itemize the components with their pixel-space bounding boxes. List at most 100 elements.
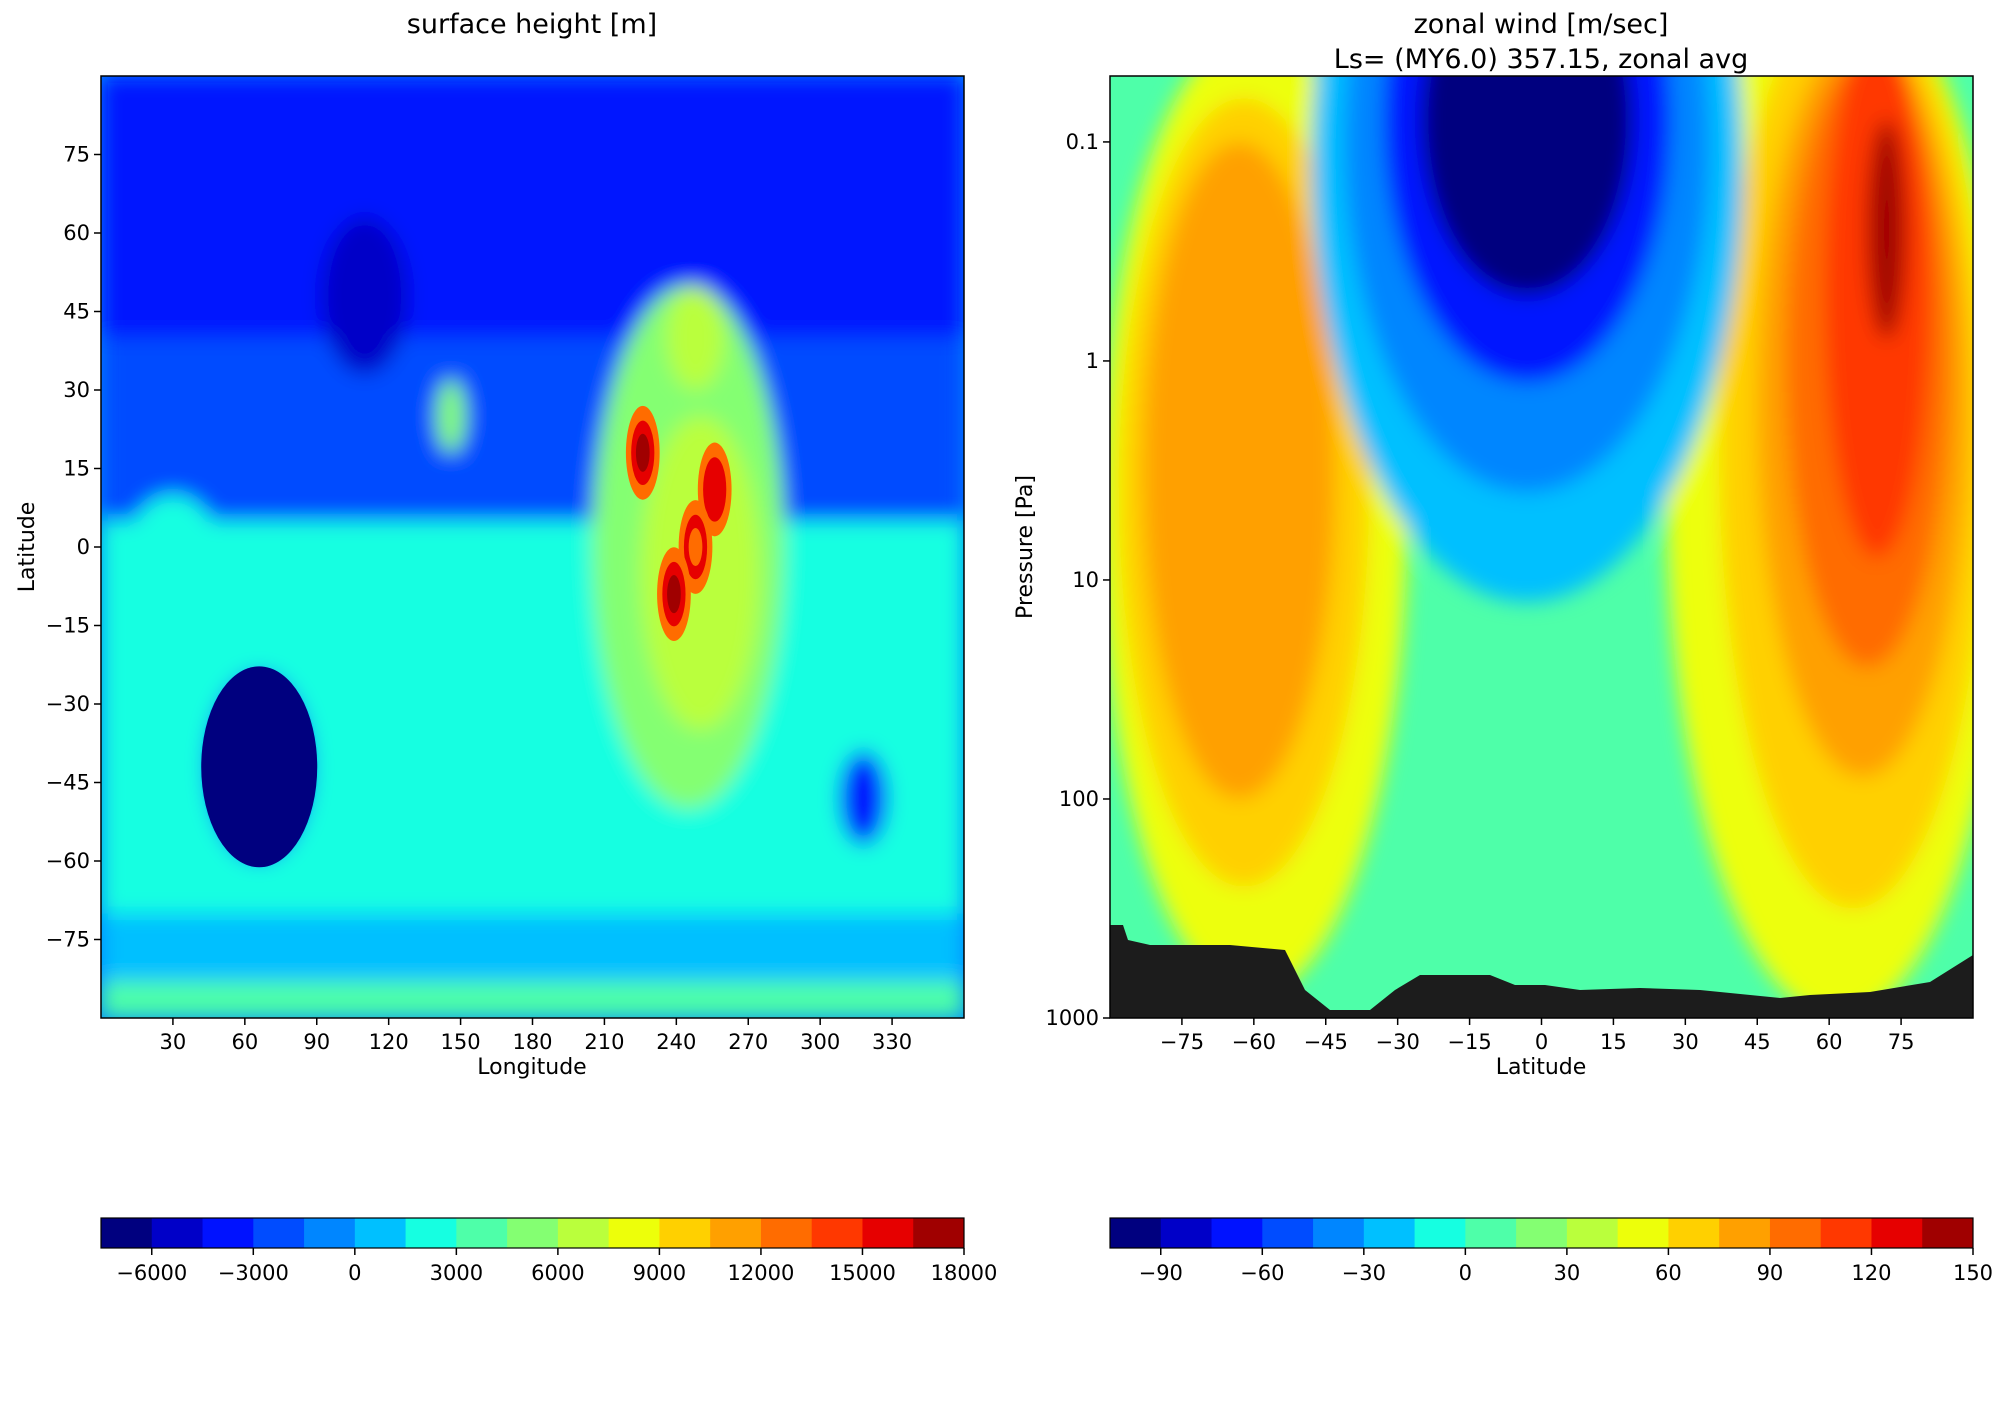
- colorbar-swatch: [659, 1218, 711, 1248]
- y-tick-label: 60: [63, 221, 90, 245]
- surface-height-colorbar-frame: [100, 1217, 965, 1249]
- volcano-marker: [707, 470, 722, 509]
- y-tick-label: −60: [46, 849, 90, 873]
- volcano-marker: [688, 527, 703, 567]
- x-tick-label: 30: [160, 1030, 187, 1054]
- zonal-wind-subtitle: Ls= (MY6.0) 357.15, zonal avg: [1334, 44, 1748, 75]
- y-tick-label: −15: [46, 614, 90, 638]
- colorbar-swatch: [1160, 1218, 1213, 1248]
- y-tick-label: 75: [63, 143, 90, 167]
- wind-contour: [1867, 120, 1906, 340]
- colorbar-swatch: [1262, 1218, 1314, 1248]
- zonal-wind-colorbar: −90 −60 −30 0 30 60 90 120 150: [1109, 1217, 1993, 1285]
- wind-contour: [1177, 196, 1302, 723]
- height-region: [321, 217, 408, 375]
- x-tick-label: 60: [1816, 1030, 1843, 1054]
- colorbar-swatch: [1769, 1218, 1822, 1248]
- zonal-wind-panel: zonal wind [m/sec] Ls= (MY6.0) 357.15, z…: [1013, 9, 1974, 1080]
- colorbar-swatch: [1617, 1218, 1669, 1248]
- colorbar-swatch: [405, 1218, 457, 1248]
- y-tick-label: 1: [1086, 349, 1099, 373]
- colorbar-swatch: [913, 1218, 965, 1248]
- surface-height-field: [101, 76, 964, 1018]
- colorbar-swatch: [1871, 1218, 1923, 1248]
- wind-contour: [1421, 76, 1633, 296]
- colorbar-tick-label: 60: [1655, 1261, 1682, 1285]
- zonal-wind-xlabel: Latitude: [1496, 1055, 1587, 1080]
- y-tick-label: 45: [63, 300, 90, 324]
- x-tick-label: 90: [303, 1030, 330, 1054]
- colorbar-swatch: [202, 1218, 254, 1248]
- zonal-wind-colorbar-frame: [1109, 1217, 1974, 1249]
- colorbar-swatch: [1922, 1218, 1974, 1248]
- colorbar-tick-label: 18000: [931, 1261, 998, 1285]
- y-tick-label: −30: [46, 692, 90, 716]
- colorbar-swatch: [1516, 1218, 1568, 1248]
- surface-height-colorbar: −6000 −3000 0 3000 6000 9000 12000 15000 18000: [100, 1217, 997, 1285]
- x-tick-label: 150: [441, 1030, 481, 1054]
- surface-height-colorbar-ticks: −6000 −3000 0 3000 6000 9000 12000 15000 18000: [116, 1248, 997, 1285]
- zonal-wind-field: [1110, 76, 1973, 1018]
- x-tick-label: 60: [231, 1030, 258, 1054]
- colorbar-swatch: [456, 1218, 508, 1248]
- colorbar-swatch: [101, 1218, 153, 1248]
- colorbar-swatch: [710, 1218, 762, 1248]
- colorbar-swatch: [1668, 1218, 1720, 1248]
- colorbar-swatch: [1414, 1218, 1466, 1248]
- height-region: [839, 751, 888, 846]
- colorbar-swatch: [253, 1218, 305, 1248]
- x-tick-label: 15: [1600, 1030, 1627, 1054]
- height-region: [316, 520, 605, 888]
- zonal-wind-title: zonal wind [m/sec]: [1414, 9, 1669, 40]
- colorbar-tick-label: −90: [1139, 1261, 1183, 1285]
- colorbar-swatch: [608, 1218, 660, 1248]
- colorbar-tick-label: −30: [1342, 1261, 1386, 1285]
- colorbar-swatch: [760, 1218, 813, 1248]
- surface-height-x-ticks: 30 60 90 120 150 180 210 240 270 300 330: [160, 1018, 912, 1054]
- y-tick-label: 15: [63, 457, 90, 481]
- volcano-marker: [635, 433, 650, 472]
- colorbar-swatch: [862, 1218, 914, 1248]
- x-tick-label: −15: [1447, 1030, 1491, 1054]
- colorbar-swatch: [811, 1218, 863, 1248]
- x-tick-label: 270: [728, 1030, 768, 1054]
- colorbar-swatch: [1211, 1218, 1263, 1248]
- x-tick-label: 180: [512, 1030, 552, 1054]
- colorbar-tick-label: 0: [1459, 1261, 1472, 1285]
- zonal-wind-y-ticks: 0.1 1 10 100 1000: [1046, 130, 1110, 1030]
- colorbar-tick-label: 90: [1757, 1261, 1784, 1285]
- surface-height-peaks: [201, 405, 732, 868]
- x-tick-label: 120: [369, 1030, 409, 1054]
- x-tick-label: −45: [1304, 1030, 1348, 1054]
- surface-height-xlabel: Longitude: [477, 1055, 586, 1080]
- x-tick-label: 210: [584, 1030, 624, 1054]
- x-tick-label: 45: [1744, 1030, 1771, 1054]
- surface-height-y-ticks: 75 60 45 30 15 0 −15 −30 −45 −60 −75: [46, 143, 101, 952]
- surface-height-contours: [101, 76, 964, 1018]
- surface-height-panel: surface height [m] 30 60 90 120 150 180 210 240…: [15, 9, 965, 1080]
- colorbar-swatch: [1313, 1218, 1365, 1248]
- surface-height-ylabel: Latitude: [15, 502, 40, 593]
- colorbar-swatch: [1110, 1218, 1162, 1248]
- zonal-wind-x-ticks: −75 −60 −45 −30 −15 0 15 30 45 60 75: [1160, 1018, 1915, 1054]
- colorbar-tick-label: 12000: [728, 1261, 795, 1285]
- y-tick-label: 0.1: [1066, 130, 1099, 154]
- topography-mask: [1110, 925, 1973, 1018]
- colorbar-tick-label: 6000: [531, 1261, 584, 1285]
- height-region: [666, 285, 725, 390]
- colorbar-tick-label: −3000: [218, 1261, 289, 1285]
- x-tick-label: 75: [1888, 1030, 1915, 1054]
- x-tick-label: −60: [1232, 1030, 1276, 1054]
- colorbar-swatch: [354, 1218, 407, 1248]
- x-tick-label: 0: [1535, 1030, 1548, 1054]
- y-tick-label: 100: [1059, 787, 1099, 811]
- colorbar-tick-label: −60: [1240, 1261, 1284, 1285]
- colorbar-tick-label: 15000: [829, 1261, 896, 1285]
- x-tick-label: 330: [872, 1030, 912, 1054]
- zonal-wind-colorbar-ticks: −90 −60 −30 0 30 60 90 120 150: [1139, 1248, 1993, 1285]
- basin-marker: [201, 666, 318, 868]
- x-tick-label: 240: [656, 1030, 696, 1054]
- y-tick-label: 0: [77, 535, 90, 559]
- x-tick-label: −30: [1376, 1030, 1420, 1054]
